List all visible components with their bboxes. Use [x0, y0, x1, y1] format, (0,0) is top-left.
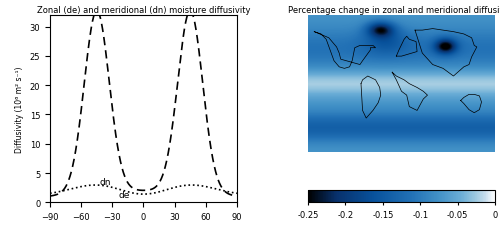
Y-axis label: Diffusivity (10⁶ m² s⁻¹): Diffusivity (10⁶ m² s⁻¹)	[15, 66, 24, 152]
Title: Zonal (de) and meridional (dn) moisture diffusivity: Zonal (de) and meridional (dn) moisture …	[36, 6, 250, 15]
Text: de: de	[118, 190, 130, 199]
Text: dn: dn	[100, 177, 112, 186]
Title: Percentage change in zonal and meridional diffusivity: Percentage change in zonal and meridiona…	[288, 6, 500, 15]
